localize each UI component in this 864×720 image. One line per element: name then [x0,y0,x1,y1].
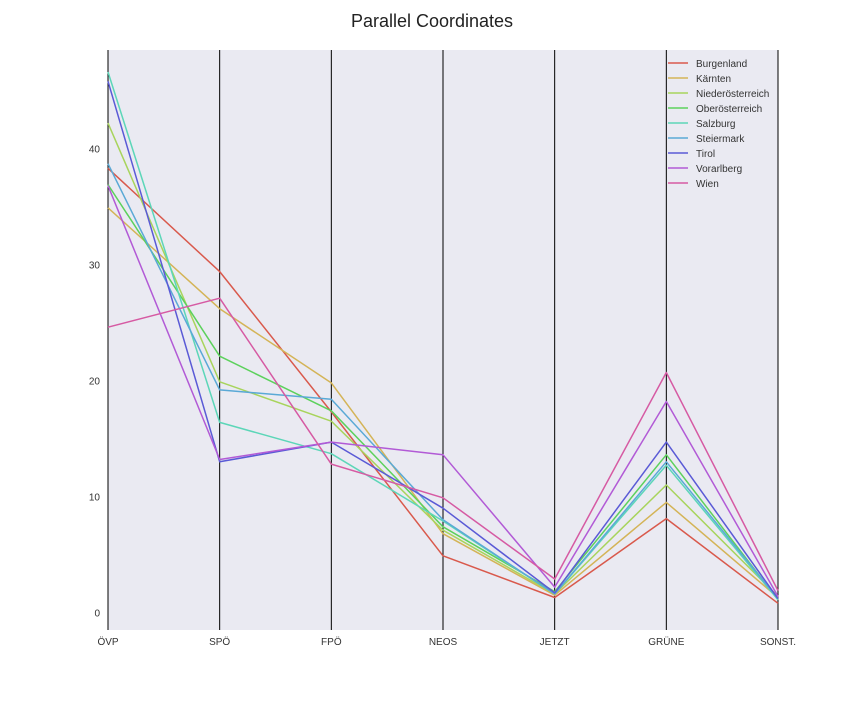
series-line-3 [107,184,779,601]
axis-label-6: SONST. [760,637,796,648]
axis-label-0: ÖVP [97,636,118,648]
series-line-1 [107,207,779,599]
series-line-0 [107,167,779,604]
series-lines [107,71,779,604]
series-line-6 [107,81,779,600]
legend-label-6: Tirol [696,149,715,160]
axis-label-4: JETZT [540,637,570,648]
series-line-8 [107,297,779,591]
axis-label-3: NEOS [429,637,458,648]
axis-label-5: GRÜNE [648,636,684,648]
legend-label-0: Burgenland [696,59,747,70]
y-tick-label-3: 30 [89,261,101,272]
legend-label-8: Wien [696,179,719,190]
chart-title: Parallel Coordinates [351,11,513,31]
legend: Burgenland Kärnten Niederösterreich Oberöst… [668,59,769,190]
legend-label-7: Vorarlberg [696,164,742,175]
series-line-7 [107,185,779,597]
y-tick-labels: 0 10 20 30 40 [89,145,101,620]
series-line-5 [107,163,779,600]
legend-label-1: Kärnten [696,74,731,85]
legend-label-3: Oberösterreich [696,104,762,115]
series-line-2 [107,122,779,597]
y-tick-label-4: 40 [89,145,101,156]
axes-layer: ÖVP SPÖ FPÖ NEOS JETZT GRÜNE SONST. [97,50,796,648]
y-tick-label-1: 10 [89,493,101,504]
y-tick-label-0: 0 [94,609,100,620]
axis-label-2: FPÖ [321,636,342,648]
y-tick-label-2: 20 [89,377,101,388]
axis-label-1: SPÖ [209,636,230,648]
legend-label-2: Niederösterreich [696,89,769,100]
series-line-4 [107,71,779,601]
legend-label-5: Steiermark [696,134,745,145]
legend-label-4: Salzburg [696,119,735,130]
